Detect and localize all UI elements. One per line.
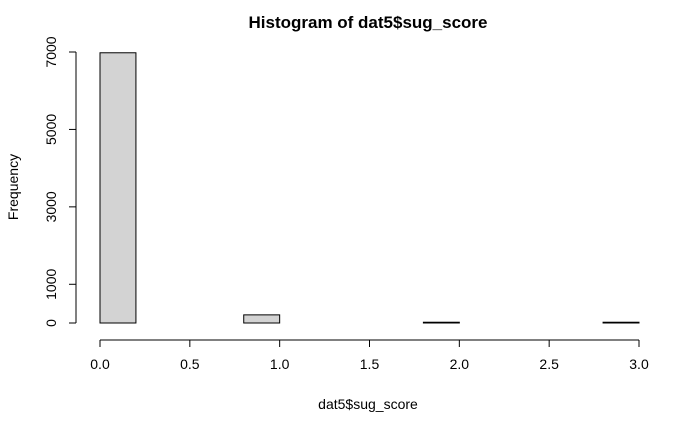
histogram-bar-0 <box>99 52 137 324</box>
chart-title: Histogram of dat5$sug_score <box>248 13 487 32</box>
x-tick-label-2: 1.0 <box>270 356 290 372</box>
y-tick-label-0: 0 <box>43 319 59 327</box>
x-axis: 0.0 0.5 1.0 1.5 2.0 2.5 3.0 <box>90 339 649 372</box>
bars-group <box>99 52 640 324</box>
x-tick-label-5: 2.5 <box>539 356 559 372</box>
y-tick-label-1: 1000 <box>43 269 59 300</box>
y-tick-label-2: 3000 <box>43 191 59 222</box>
x-axis-label: dat5$sug_score <box>318 396 418 412</box>
x-tick-label-0: 0.0 <box>90 356 110 372</box>
histogram-bar-4 <box>243 314 281 324</box>
y-tick-label-4: 7000 <box>43 36 59 67</box>
x-tick-label-3: 1.5 <box>360 356 380 372</box>
y-axis-label: Frequency <box>5 154 21 220</box>
x-tick-label-1: 0.5 <box>180 356 200 372</box>
y-tick-label-3: 5000 <box>43 114 59 145</box>
histogram-bar-9 <box>422 321 460 324</box>
histogram-bar-14 <box>602 321 640 324</box>
y-axis: 0 1000 3000 5000 7000 <box>43 36 77 327</box>
x-tick-label-4: 2.0 <box>450 356 470 372</box>
x-tick-label-6: 3.0 <box>629 356 649 372</box>
